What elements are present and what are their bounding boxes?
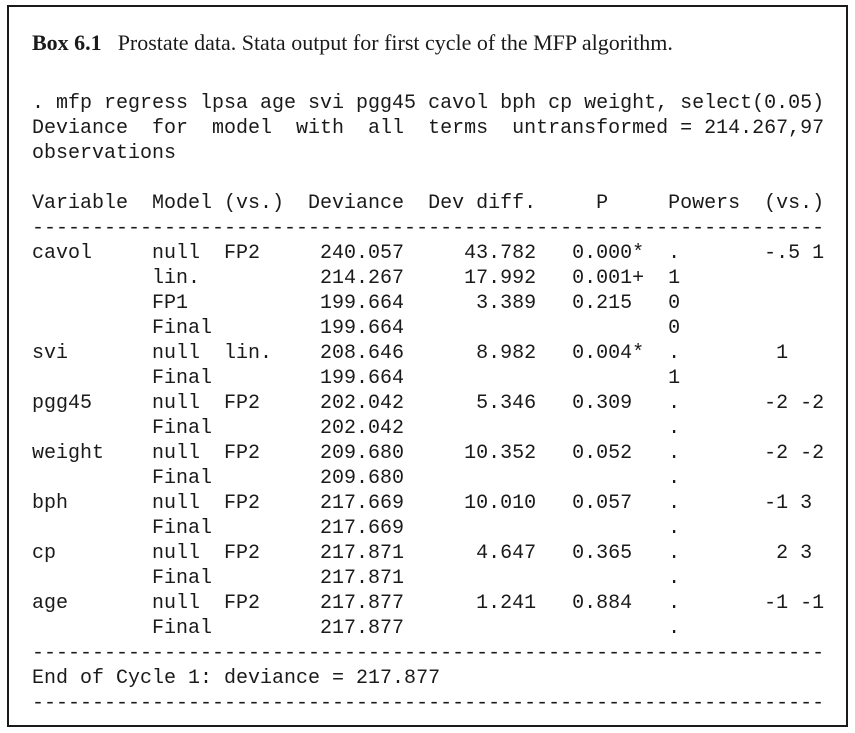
table-row: FP1 199.664 3.389 0.215 0 — [32, 292, 681, 315]
table-row: pgg45 null FP2 202.042 5.346 0.309 . -2 … — [32, 392, 825, 415]
table-row: Final 199.664 1 — [32, 367, 681, 390]
table-row: cavol null FP2 240.057 43.782 0.000* . -… — [32, 242, 825, 265]
table-row: Final 199.664 0 — [32, 317, 681, 340]
blank-line — [32, 166, 823, 191]
table-row: cp null FP2 217.871 4.647 0.365 . 2 3 — [32, 542, 813, 565]
table-row: Final 217.871 . — [32, 567, 681, 590]
stata-command-line: Deviance for model with all terms untran… — [32, 117, 825, 140]
stata-command-line: . mfp regress lpsa age svi pgg45 cavol b… — [32, 92, 825, 115]
separator-line: ----------------------------------------… — [32, 642, 825, 665]
table-row: Final 217.669 . — [32, 517, 681, 540]
box-number: Box 6.1 — [32, 30, 102, 55]
box-caption: Prostate data. Stata output for first cy… — [117, 30, 673, 55]
stata-output: . mfp regress lpsa age svi pgg45 cavol b… — [32, 91, 825, 716]
stata-command-line: observations — [32, 142, 177, 165]
separator-line: ----------------------------------------… — [32, 692, 825, 715]
table-row: Final 209.680 . — [32, 467, 681, 490]
box-title: Box 6.1 Prostate data. Stata output for f… — [32, 29, 823, 57]
table-header-line: Variable Model (vs.) Deviance Dev diff. … — [32, 192, 825, 215]
table-row: lin. 214.267 17.992 0.001+ 1 — [32, 267, 681, 290]
table-row: weight null FP2 209.680 10.352 0.052 . -… — [32, 442, 825, 465]
separator-line: ----------------------------------------… — [32, 217, 825, 240]
table-row: Final 202.042 . — [32, 417, 681, 440]
table-row: svi null lin. 208.646 8.982 0.004* . 1 — [32, 342, 789, 365]
stata-output-box: Box 6.1 Prostate data. Stata output for f… — [7, 5, 848, 727]
cycle-end-line: End of Cycle 1: deviance = 217.877 — [32, 667, 441, 690]
table-row: bph null FP2 217.669 10.010 0.057 . -1 3 — [32, 492, 813, 515]
table-row: Final 217.877 . — [32, 617, 681, 640]
table-row: age null FP2 217.877 1.241 0.884 . -1 -1 — [32, 592, 825, 615]
